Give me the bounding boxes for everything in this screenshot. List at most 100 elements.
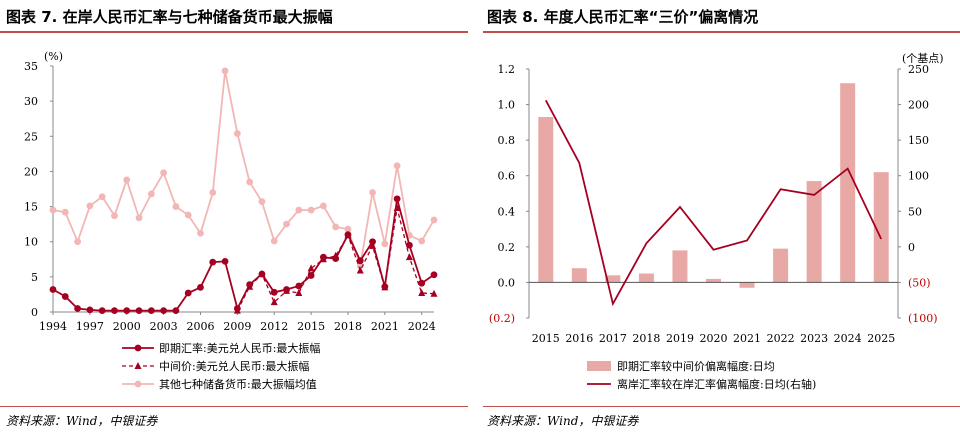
- left-series-point: [344, 231, 352, 239]
- right-right-tick-label: (100): [908, 312, 938, 325]
- left-legend-marker: [134, 362, 142, 369]
- left-legend-label: 中间价:美元兑人民币:最大振幅: [159, 359, 309, 373]
- left-series-point: [270, 298, 278, 306]
- left-series-point: [295, 289, 303, 297]
- right-chart-title: 图表 8. 年度人民币汇率“三价”偏离情况: [487, 8, 759, 26]
- left-series-point: [270, 237, 278, 245]
- right-left-tick-label: 0.8: [498, 134, 516, 147]
- left-series-point: [74, 238, 81, 246]
- left-series-point: [172, 203, 180, 210]
- right-bar: [605, 275, 621, 283]
- right-legend-bar-swatch: [587, 361, 611, 371]
- right-right-tick-label: 100: [908, 170, 929, 183]
- left-series-point: [184, 211, 192, 219]
- right-bar: [571, 268, 587, 283]
- left-x-tick-label: 2015: [297, 320, 325, 333]
- right-legend-label: 即期汇率较中间价偏离幅度:日均: [617, 359, 775, 373]
- left-x-tick-label: 2024: [408, 320, 436, 333]
- left-series-point: [393, 195, 401, 203]
- left-series-point: [197, 284, 204, 291]
- left-series-point: [405, 253, 413, 261]
- right-bar: [672, 250, 688, 283]
- left-series-point: [221, 257, 229, 265]
- left-series-point: [430, 289, 438, 297]
- left-series-point: [246, 178, 254, 186]
- left-series-point: [418, 279, 426, 287]
- left-y-tick-label: 20: [24, 165, 38, 178]
- left-series-point: [295, 206, 303, 214]
- left-series-point: [369, 189, 376, 196]
- right-source: 资料来源：Wind，中银证券: [487, 414, 639, 428]
- left-series-point: [430, 271, 438, 279]
- left-series-point: [86, 202, 94, 210]
- left-x-tick-label: 2003: [150, 320, 178, 333]
- left-series-point: [49, 206, 57, 214]
- right-x-tick-label: 2015: [532, 332, 560, 345]
- left-series-point: [430, 216, 438, 224]
- right-bar: [806, 181, 822, 283]
- right-right-tick-label: (50): [908, 276, 931, 289]
- left-legend-marker: [134, 380, 142, 388]
- left-series-point: [172, 307, 180, 314]
- left-series-point: [147, 307, 155, 314]
- left-series-point: [381, 240, 389, 248]
- left-series-point: [270, 288, 278, 296]
- left-series-point: [135, 307, 143, 314]
- left-series-point: [209, 189, 217, 196]
- right-right-tick-label: 50: [908, 205, 922, 218]
- left-series-point: [160, 307, 168, 314]
- left-source: 资料来源：Wind，中银证券: [6, 414, 158, 428]
- left-series-line: [52, 70, 435, 266]
- right-x-tick-label: 2025: [867, 332, 895, 345]
- left-series-point: [160, 169, 168, 177]
- left-series-point: [332, 223, 340, 231]
- right-left-tick-label: 0.0: [498, 276, 516, 289]
- right-right-tick-label: 200: [908, 99, 929, 112]
- right-bar: [638, 273, 654, 283]
- left-legend-label: 其他七种储备货币:最大振幅均值: [159, 377, 317, 391]
- left-x-tick-label: 1994: [39, 320, 67, 333]
- left-y-tick-label: 5: [31, 271, 38, 284]
- left-series-point: [418, 289, 426, 297]
- right-bar: [873, 172, 889, 283]
- left-legend-label: 即期汇率:美元兑人民币:最大振幅: [159, 341, 320, 355]
- right-x-tick-label: 2024: [834, 332, 862, 345]
- left-series-point: [233, 306, 241, 314]
- left-series-point: [49, 286, 57, 293]
- left-series-point: [258, 270, 266, 278]
- right-bar: [840, 83, 856, 283]
- left-chart-title: 图表 7. 在岸人民币汇率与七种储备货币最大振幅: [6, 8, 333, 26]
- left-series-point: [111, 212, 118, 220]
- left-series-point: [123, 307, 131, 314]
- left-x-tick-label: 2018: [334, 320, 362, 333]
- left-series-point: [332, 251, 340, 259]
- left-series-point: [307, 272, 315, 279]
- left-y-tick-label: 0: [31, 306, 38, 319]
- right-left-tick-label: 0.4: [498, 205, 516, 218]
- left-series-point: [283, 286, 291, 294]
- right-axis-unit: (个基点): [902, 52, 944, 65]
- right-right-tick-label: 250: [908, 63, 929, 76]
- left-series-point: [74, 305, 81, 312]
- left-series-point: [344, 225, 352, 233]
- left-series-point: [221, 67, 229, 75]
- left-series-point: [246, 282, 254, 290]
- right-chart: 1.2 1.0 0.8 0.6 0.4 0.2 0.0 (0.2) 250 200 150 100 50…: [489, 52, 944, 391]
- left-series-point: [369, 238, 376, 246]
- left-series-line: [52, 198, 435, 312]
- right-x-tick-label: 2023: [800, 332, 828, 345]
- left-series-point: [98, 307, 106, 314]
- left-x-tick-label: 2012: [260, 320, 288, 333]
- left-series-point: [406, 241, 413, 249]
- right-right-tick-label: 0: [908, 241, 915, 254]
- left-series-point: [86, 306, 94, 314]
- left-series-point: [369, 241, 377, 249]
- right-x-tick-label: 2021: [733, 332, 761, 345]
- left-series-point: [209, 258, 217, 266]
- right-right-tick-label: 150: [908, 134, 929, 147]
- left-chart: (%) 0 5 10 15 20 25 30 35 1994 1997 2000 2003 2006 200…: [24, 50, 438, 391]
- left-title-rule: [0, 31, 468, 33]
- left-series-point: [258, 198, 266, 206]
- left-series-line: [236, 207, 435, 311]
- left-series-point: [295, 282, 303, 290]
